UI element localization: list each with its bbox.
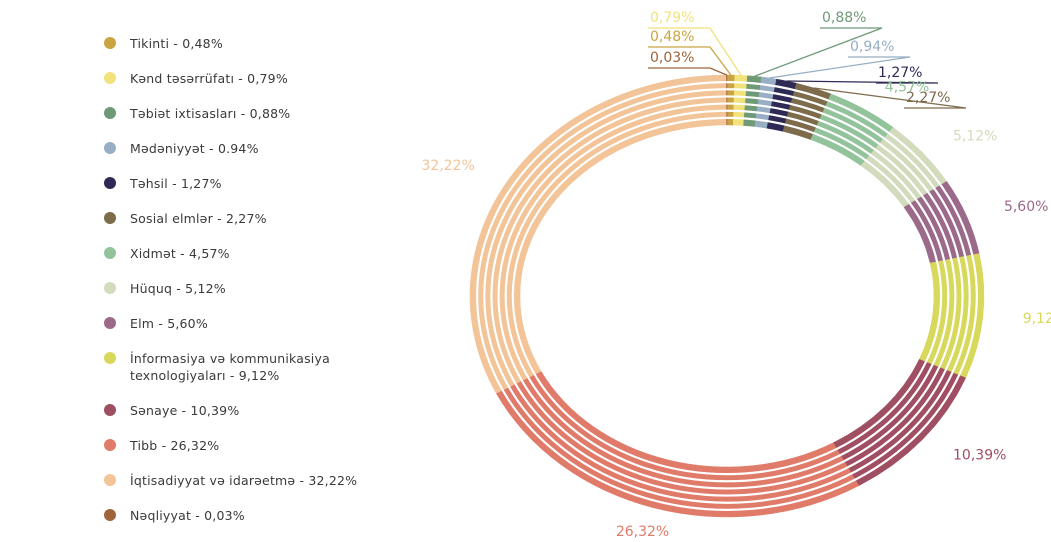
value-label: 5,60% xyxy=(1004,199,1048,215)
value-label: 4,57% xyxy=(885,80,929,96)
value-label: 9,12% xyxy=(1023,311,1051,327)
value-label: 32,22% xyxy=(421,158,474,174)
leader-line xyxy=(648,68,727,75)
donut xyxy=(470,75,984,517)
value-label: 0,88% xyxy=(822,10,866,26)
value-label: 0,79% xyxy=(650,10,694,26)
value-label: 1,27% xyxy=(878,65,922,81)
value-label: 0,94% xyxy=(850,39,894,55)
value-label: 0,03% xyxy=(650,50,694,66)
value-label: 10,39% xyxy=(953,448,1006,464)
donut-slice xyxy=(496,371,859,517)
value-label: 5,12% xyxy=(953,128,997,144)
donut-slice xyxy=(470,75,727,393)
value-label: 26,32% xyxy=(616,524,669,539)
value-label: 0,48% xyxy=(650,29,694,45)
